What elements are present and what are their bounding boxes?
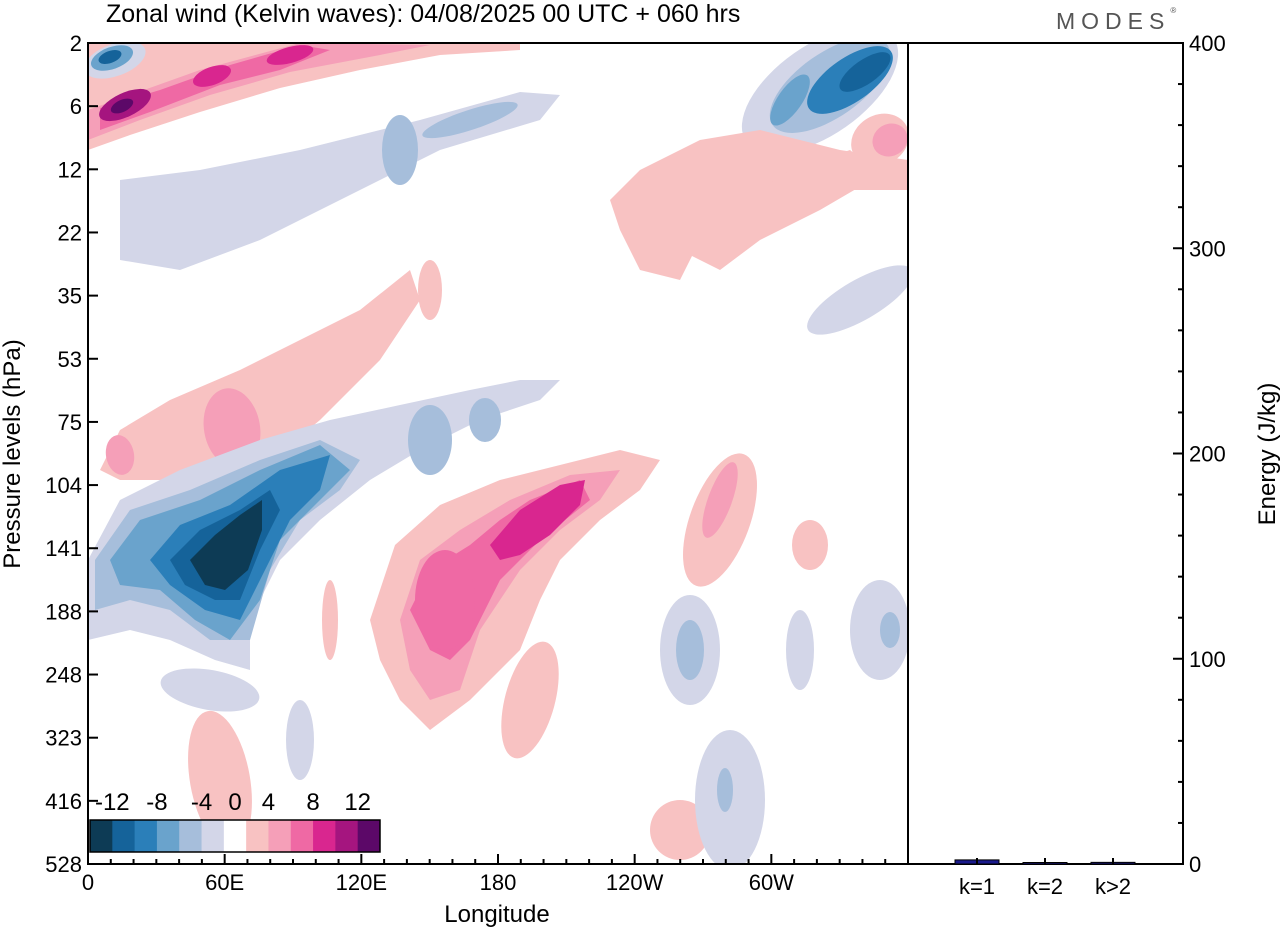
- x-axis-label: Longitude: [444, 901, 549, 928]
- energy-tick-label: 200: [1189, 442, 1226, 467]
- energy-category-label: k=2: [1027, 874, 1063, 899]
- colorbar-swatch: [134, 820, 158, 852]
- colorbar-swatch: [156, 820, 180, 852]
- energy-plot-frame: [907, 42, 1184, 865]
- negative-cell-bottom: [717, 768, 733, 812]
- negative-cell-lower: [786, 610, 814, 690]
- x-tick-label: 120W: [606, 870, 664, 895]
- y-tick-label: 528: [45, 852, 82, 877]
- colorbar-swatch: [313, 820, 336, 852]
- negative-cell-bottom: [286, 700, 314, 780]
- positive-band-mid-left: [100, 270, 420, 480]
- positive-band-upper: [100, 45, 330, 130]
- y-tick-label: 12: [58, 157, 82, 182]
- y-tick-label: 188: [45, 599, 82, 624]
- positive-cell-right: [872, 123, 908, 157]
- negative-cell-upper-right: [770, 74, 810, 126]
- y-tick-label: 35: [58, 284, 82, 309]
- colorbar-label: -4: [191, 789, 212, 816]
- negative-band-upper-middle: [422, 101, 518, 139]
- energy-tick-label: 300: [1189, 236, 1226, 261]
- pressure-axis: 2 6 12 22 35 53 75 104 141 188 248 323 416 528: [45, 31, 98, 877]
- negative-cell-lower-right: [850, 580, 908, 680]
- negative-cell-lower: [676, 620, 704, 680]
- colorbar-swatch: [201, 820, 225, 852]
- x-tick-label: 120E: [336, 870, 387, 895]
- positive-core-main: [415, 550, 475, 650]
- y-tick-label: 75: [58, 410, 82, 435]
- negative-cell-upper-right: [839, 52, 891, 92]
- negative-cell-bottom: [160, 668, 260, 712]
- x-tick-label: 0: [82, 870, 94, 895]
- positive-cell-small: [322, 580, 338, 660]
- registered-mark-icon: ®: [1170, 6, 1177, 15]
- positive-core-upper: [266, 45, 314, 65]
- y-tick-label: 248: [45, 663, 82, 688]
- colorbar-swatch: [335, 820, 359, 852]
- negative-band-upper-middle: [120, 92, 560, 270]
- contour-field: [88, 43, 908, 864]
- positive-core-upper: [192, 65, 232, 87]
- negative-cell-mid: [408, 405, 452, 475]
- colorbar-label: -8: [146, 789, 167, 816]
- colorbar-label: 8: [306, 789, 319, 816]
- colorbar-swatch: [357, 820, 381, 852]
- energy-tick-label: 0: [1189, 852, 1201, 877]
- negative-cell-upper-left: [98, 50, 122, 64]
- colorbar-frame: [89, 819, 381, 853]
- positive-cell-right-low: [792, 520, 828, 570]
- colorbar-swatch: [246, 820, 269, 852]
- colorbar-label: -12: [95, 789, 130, 816]
- y-tick-label: 2: [70, 31, 82, 56]
- colorbar: -12 -8 -4 0 4 8 12: [89, 789, 381, 853]
- energy-bars: k=1 k=2 k>2: [954, 858, 1136, 899]
- positive-band-upper: [88, 43, 520, 150]
- negative-band-upper-middle: [382, 115, 418, 185]
- chart-title: Zonal wind (Kelvin waves): 04/08/2025 00…: [106, 0, 741, 28]
- y-tick-label: 6: [70, 94, 82, 119]
- x-tick-label: 180: [480, 870, 517, 895]
- y-tick-label: 104: [45, 473, 82, 498]
- brand-text: MODES: [1056, 8, 1171, 34]
- positive-band-right: [680, 150, 880, 270]
- colorbar-label: 4: [262, 789, 275, 816]
- energy-axis: 0 100 200 300 400: [1173, 31, 1226, 877]
- colorbar-label: 12: [344, 789, 371, 816]
- positive-core-upper-peak: [110, 98, 134, 114]
- negative-cell-mid: [469, 398, 501, 442]
- colorbar-swatch: [290, 820, 314, 852]
- positive-cell-right-low: [702, 462, 738, 538]
- y-tick-label: 141: [45, 536, 82, 561]
- y-tick-label: 53: [58, 347, 82, 372]
- colorbar-label: 0: [228, 789, 241, 816]
- positive-core-mid-left: [105, 435, 135, 475]
- colorbar-swatch: [268, 820, 292, 852]
- energy-category-label: k>2: [1095, 874, 1131, 899]
- positive-cell-mid: [418, 260, 442, 320]
- energy-axis-label: Energy (J/kg): [1254, 383, 1280, 526]
- x-tick-label: 60E: [205, 870, 244, 895]
- colorbar-swatch: [223, 820, 247, 852]
- y-tick-label: 416: [45, 789, 82, 814]
- colorbar-swatch: [112, 820, 136, 852]
- energy-tick-label: 400: [1189, 31, 1226, 56]
- negative-cell-right-mid: [807, 265, 908, 335]
- positive-cell-bottom: [650, 800, 710, 860]
- y-axis-label: Pressure levels (hPa): [0, 339, 26, 568]
- positive-cell-bottom: [188, 710, 252, 850]
- y-tick-label: 22: [58, 220, 82, 245]
- energy-tick-label: 100: [1189, 647, 1226, 672]
- energy-category-label: k=1: [959, 874, 995, 899]
- colorbar-swatch: [90, 820, 113, 852]
- x-tick-label: 60W: [749, 870, 794, 895]
- positive-core-main: [490, 480, 585, 560]
- brand-logo: MODES®: [1056, 6, 1177, 35]
- y-tick-label: 323: [45, 726, 82, 751]
- negative-core-main-peak: [190, 500, 262, 590]
- colorbar-swatch: [179, 820, 203, 852]
- longitude-axis: 0 60E 120E 180 120W 60W: [82, 854, 909, 895]
- positive-cell-lower: [501, 641, 559, 759]
- negative-cell-lower-right: [880, 612, 900, 648]
